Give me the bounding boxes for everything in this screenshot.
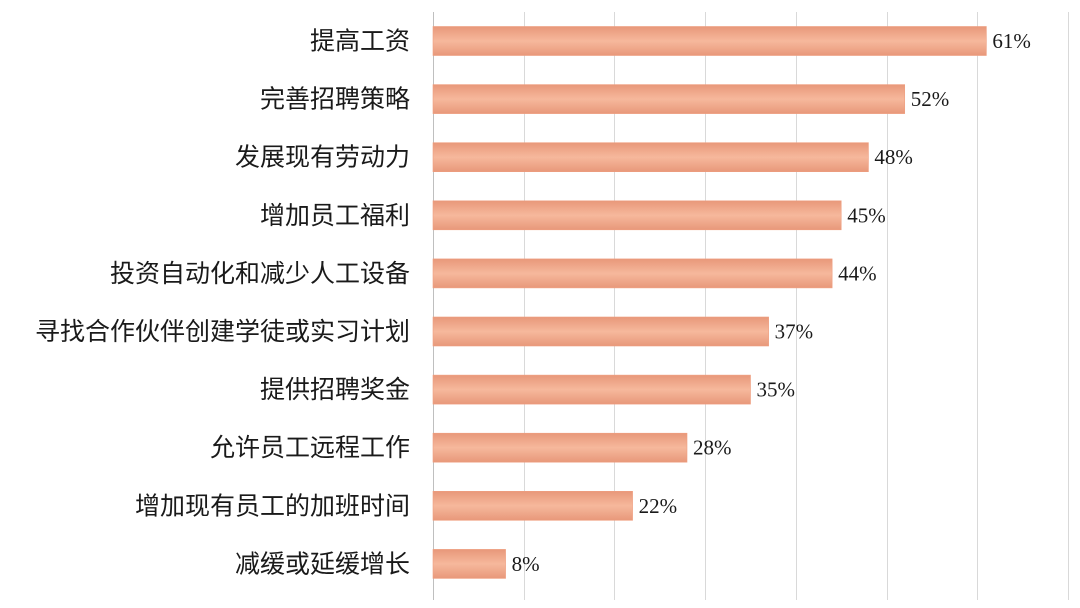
category-label: 完善招聘策略 (260, 85, 410, 114)
data-label: 22% (639, 494, 678, 518)
bar (432, 432, 688, 463)
data-label: 61% (992, 29, 1031, 53)
bar (432, 316, 769, 347)
category-label: 增加现有员工的加班时间 (135, 491, 410, 520)
bars (432, 26, 987, 579)
bar (432, 84, 906, 114)
category-label: 寻找合作伙伴创建学徒或实习计划 (35, 317, 410, 346)
bar (432, 374, 751, 405)
category-label: 提供招聘奖金 (260, 375, 410, 404)
data-label: 28% (693, 436, 732, 460)
value-labels: 61% 52% 48% 45% 44% 37% 35% 28% 22% 8% (512, 29, 1031, 576)
data-label: 52% (911, 87, 950, 111)
category-label: 减缓或延缓增长 (235, 549, 410, 578)
data-label: 35% (757, 378, 796, 402)
data-label: 44% (838, 261, 877, 285)
data-label: 37% (775, 320, 814, 344)
category-label: 提高工资 (310, 27, 410, 56)
bar (432, 26, 987, 56)
category-label: 增加员工福利 (260, 201, 410, 230)
bar (432, 490, 633, 521)
data-label: 45% (847, 203, 886, 227)
category-label: 发展现有劳动力 (235, 143, 410, 172)
category-label: 投资自动化和减少人工设备 (110, 259, 410, 288)
data-label: 48% (874, 145, 913, 169)
bar (432, 258, 833, 289)
category-label: 允许员工远程工作 (210, 433, 410, 462)
category-labels: 提高工资完善招聘策略发展现有劳动力增加员工福利投资自动化和减少人工设备寻找合作伙… (35, 27, 410, 579)
bar (432, 549, 506, 579)
bar (432, 142, 869, 172)
data-label: 8% (512, 552, 540, 576)
bar (432, 200, 842, 231)
